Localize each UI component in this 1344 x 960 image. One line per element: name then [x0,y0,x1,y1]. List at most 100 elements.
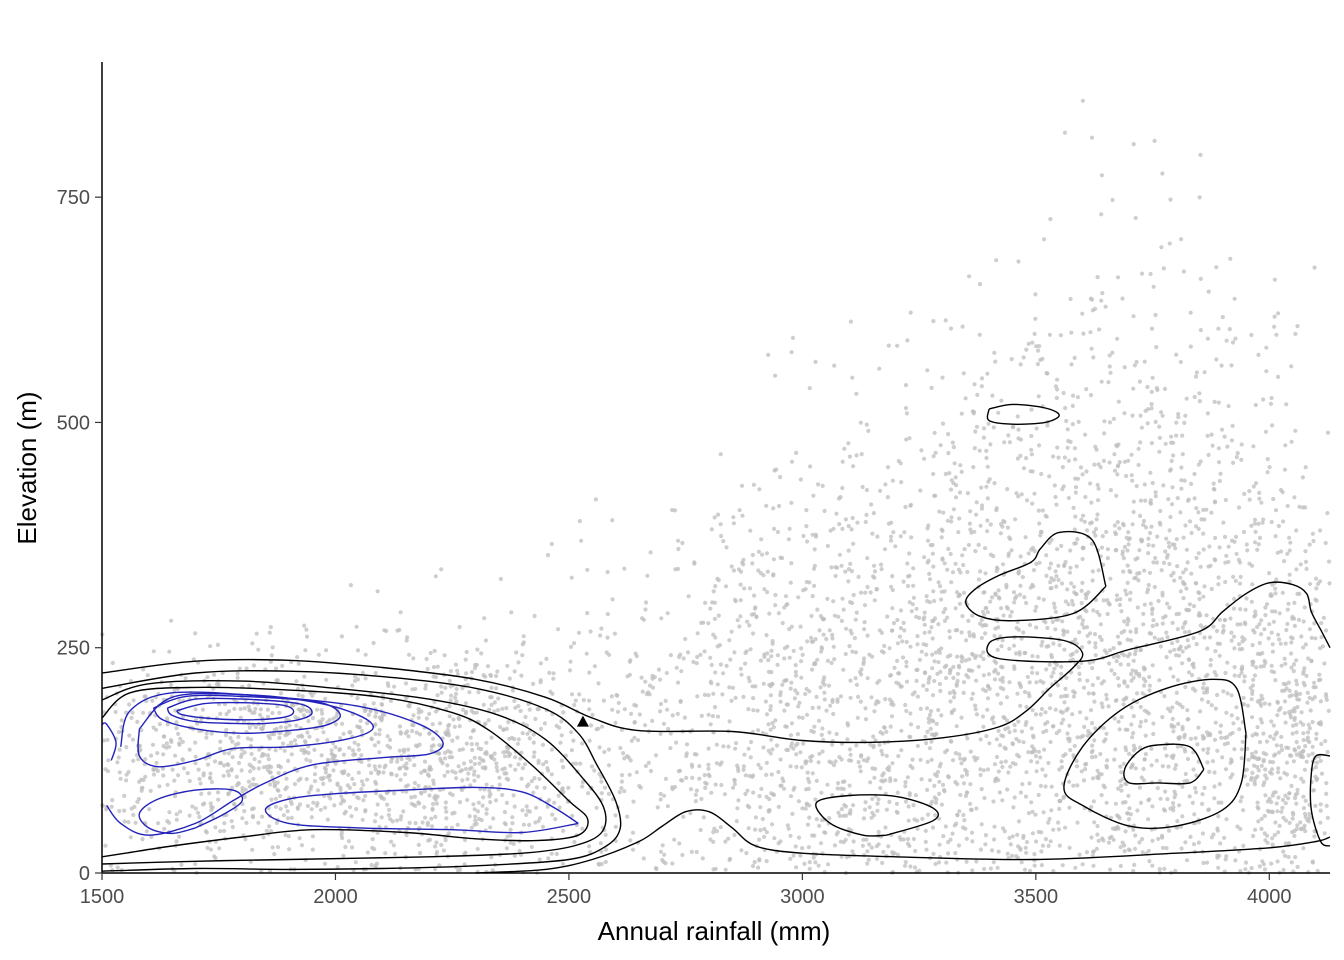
data-point [208,776,213,781]
data-point [359,787,364,792]
data-point [1255,725,1260,730]
data-point [1065,629,1070,634]
data-point [130,737,135,742]
data-point [1165,552,1170,558]
data-point [1193,374,1199,379]
data-point [441,848,446,853]
data-point [868,780,873,785]
data-point [1232,296,1237,301]
data-point [948,551,953,557]
data-point [711,839,716,845]
data-point [875,801,880,806]
data-point [1287,535,1292,540]
data-point [965,569,970,575]
data-point [1186,670,1192,675]
data-point [1063,405,1068,411]
data-point [375,802,380,807]
data-point [1056,617,1061,622]
data-point [992,837,997,842]
data-point [813,860,818,865]
data-point [614,693,619,698]
data-point [915,642,920,647]
data-point [1177,702,1183,707]
data-point [1205,686,1210,691]
data-point [1014,736,1019,742]
data-point [1051,827,1056,832]
data-point [1096,838,1101,844]
data-point [907,551,912,556]
data-point [1301,619,1306,624]
data-point [1219,363,1224,368]
data-point [803,761,808,766]
data-point [985,371,990,376]
data-point [751,708,756,713]
data-point [1232,646,1237,651]
data-point [1131,868,1136,874]
data-point [439,690,444,695]
data-point [1275,699,1280,705]
data-point [756,762,761,767]
data-point [1201,531,1206,536]
data-point [325,757,330,762]
data-point [1234,705,1239,710]
data-point [713,584,718,589]
data-point [375,830,380,836]
data-point [1241,529,1247,535]
data-point [433,844,438,849]
data-point [932,659,937,664]
data-point [1168,468,1173,473]
data-point [1072,527,1077,532]
data-point [1108,370,1113,375]
data-point [381,770,386,775]
data-point [721,539,726,544]
data-point [1096,462,1101,467]
data-point [1214,357,1219,362]
data-point [888,538,894,543]
data-point [1221,520,1226,525]
data-point [1322,661,1327,666]
data-point [469,765,474,770]
data-point [347,730,352,735]
data-point [1311,685,1316,690]
data-point [205,675,210,680]
data-point [716,512,721,517]
data-point [1299,754,1304,759]
data-point [423,815,428,820]
data-point [170,767,175,772]
data-point [958,756,963,761]
data-point [1200,792,1205,797]
data-point [306,719,311,724]
data-point [1154,345,1159,350]
data-point [999,644,1004,649]
data-point [1238,868,1243,874]
data-point [898,534,903,539]
data-point [893,778,898,783]
data-point [861,816,867,821]
data-point [613,720,618,725]
data-point [721,744,726,749]
data-point [925,538,931,543]
data-point [1021,740,1026,745]
data-point [1168,709,1173,714]
data-point [1185,708,1190,713]
data-point [599,849,604,854]
data-point [813,637,818,642]
data-point [1169,754,1174,759]
data-point [1325,510,1330,516]
data-point [1255,651,1260,656]
data-point [1073,514,1078,519]
data-point [1307,695,1312,700]
data-point [1215,748,1220,753]
data-point [207,791,212,796]
data-point [964,638,969,643]
data-point [605,635,610,640]
data-point [857,764,863,769]
data-point [825,658,831,664]
data-point [443,838,448,843]
data-point [403,772,408,777]
data-point [147,807,152,812]
data-point [501,727,506,732]
data-point [1264,345,1269,350]
data-point [138,747,143,753]
data-point [1261,783,1266,788]
